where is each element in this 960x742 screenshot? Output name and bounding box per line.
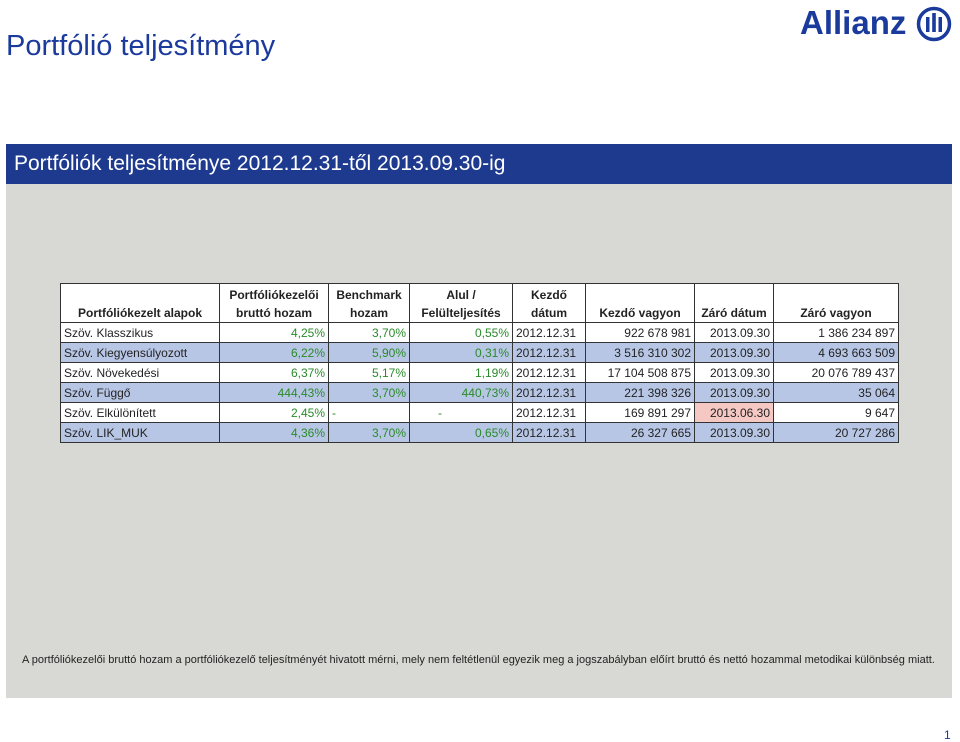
end-date-highlighted: 2013.06.30 — [694, 402, 774, 423]
end-date: 2013.09.30 — [694, 422, 774, 443]
start-date: 2012.12.31 — [512, 422, 586, 443]
start-date: 2012.12.31 — [512, 322, 586, 343]
gross-yield: 4,36% — [219, 422, 329, 443]
start-date: 2012.12.31 — [512, 362, 586, 383]
table-header-row: Portfóliókezelt alapok Portfóliókezelői b… — [60, 283, 899, 323]
start-assets: 3 516 310 302 — [585, 342, 695, 363]
end-assets: 20 076 789 437 — [773, 362, 899, 383]
banner-title: Portfóliók teljesítménye 2012.12.31-től … — [14, 152, 506, 175]
fund-name: Szöv. Növekedési — [60, 362, 220, 383]
gross-yield: 6,37% — [219, 362, 329, 383]
col-header-performance-diff: Alul / Felülteljesítés — [409, 283, 513, 323]
end-date: 2013.09.30 — [694, 362, 774, 383]
end-assets: 9 647 — [773, 402, 899, 423]
col-header-gross-yield: Portfóliókezelői bruttó hozam — [219, 283, 329, 323]
end-assets: 35 064 — [773, 382, 899, 403]
table-row: Szöv. Növekedési 6,37% 5,17% 1,19% 2012.… — [60, 362, 899, 383]
table-row: Szöv. Klasszikus 4,25% 3,70% 0,55% 2012.… — [60, 322, 899, 343]
allianz-logo: Allianz — [800, 4, 960, 44]
performance-diff: 0,31% — [409, 342, 513, 363]
table-row: Szöv. Kiegyensúlyozott 6,22% 5,90% 0,31%… — [60, 342, 899, 363]
end-date: 2013.09.30 — [694, 382, 774, 403]
fund-name: Szöv. Kiegyensúlyozott — [60, 342, 220, 363]
fund-name: Szöv. Elkülönített — [60, 402, 220, 423]
start-date: 2012.12.31 — [512, 402, 586, 423]
benchmark-yield: - — [328, 402, 410, 423]
start-date: 2012.12.31 — [512, 342, 586, 363]
benchmark-yield: 5,17% — [328, 362, 410, 383]
performance-diff: 440,73% — [409, 382, 513, 403]
col-header-end-assets: Záró vagyon — [773, 283, 899, 323]
benchmark-yield: 3,70% — [328, 422, 410, 443]
portfolio-performance-table: Portfóliókezelt alapok Portfóliókezelői b… — [60, 283, 899, 443]
end-assets: 1 386 234 897 — [773, 322, 899, 343]
performance-diff: 0,55% — [409, 322, 513, 343]
col-header-start-date: Kezdő dátum — [512, 283, 586, 323]
section-banner: Portfóliók teljesítménye 2012.12.31-től … — [6, 144, 952, 184]
start-assets: 169 891 297 — [585, 402, 695, 423]
gross-yield: 444,43% — [219, 382, 329, 403]
start-assets: 17 104 508 875 — [585, 362, 695, 383]
end-assets: 20 727 286 — [773, 422, 899, 443]
logo-text: Allianz — [800, 4, 907, 41]
benchmark-yield: 3,70% — [328, 382, 410, 403]
start-date: 2012.12.31 — [512, 382, 586, 403]
page-number: 1 — [944, 728, 951, 742]
gross-yield: 6,22% — [219, 342, 329, 363]
end-assets: 4 693 663 509 — [773, 342, 899, 363]
gross-yield: 4,25% — [219, 322, 329, 343]
table-row: Szöv. LIK_MUK 4,36% 3,70% 0,65% 2012.12.… — [60, 422, 899, 443]
col-header-benchmark: Benchmark hozam — [328, 283, 410, 323]
allianz-eagle-icon — [916, 6, 952, 42]
start-assets: 221 398 326 — [585, 382, 695, 403]
table-row: Szöv. Függő 444,43% 3,70% 440,73% 2012.1… — [60, 382, 899, 403]
col-header-end-date: Záró dátum — [694, 283, 774, 323]
col-header-fund: Portfóliókezelt alapok — [60, 283, 220, 323]
table-row: Szöv. Elkülönített 2,45% - - 2012.12.31 … — [60, 402, 899, 423]
benchmark-yield: 3,70% — [328, 322, 410, 343]
page-title: Portfólió teljesítmény — [6, 30, 276, 62]
performance-diff: 0,65% — [409, 422, 513, 443]
fund-name: Szöv. Függő — [60, 382, 220, 403]
col-header-start-assets: Kezdő vagyon — [585, 283, 695, 323]
footnote: A portfóliókezelői bruttó hozam a portfó… — [22, 654, 935, 666]
fund-name: Szöv. LIK_MUK — [60, 422, 220, 443]
performance-diff: - — [409, 402, 513, 423]
gross-yield: 2,45% — [219, 402, 329, 423]
benchmark-yield: 5,90% — [328, 342, 410, 363]
start-assets: 922 678 981 — [585, 322, 695, 343]
end-date: 2013.09.30 — [694, 322, 774, 343]
fund-name: Szöv. Klasszikus — [60, 322, 220, 343]
performance-diff: 1,19% — [409, 362, 513, 383]
start-assets: 26 327 665 — [585, 422, 695, 443]
end-date: 2013.09.30 — [694, 342, 774, 363]
